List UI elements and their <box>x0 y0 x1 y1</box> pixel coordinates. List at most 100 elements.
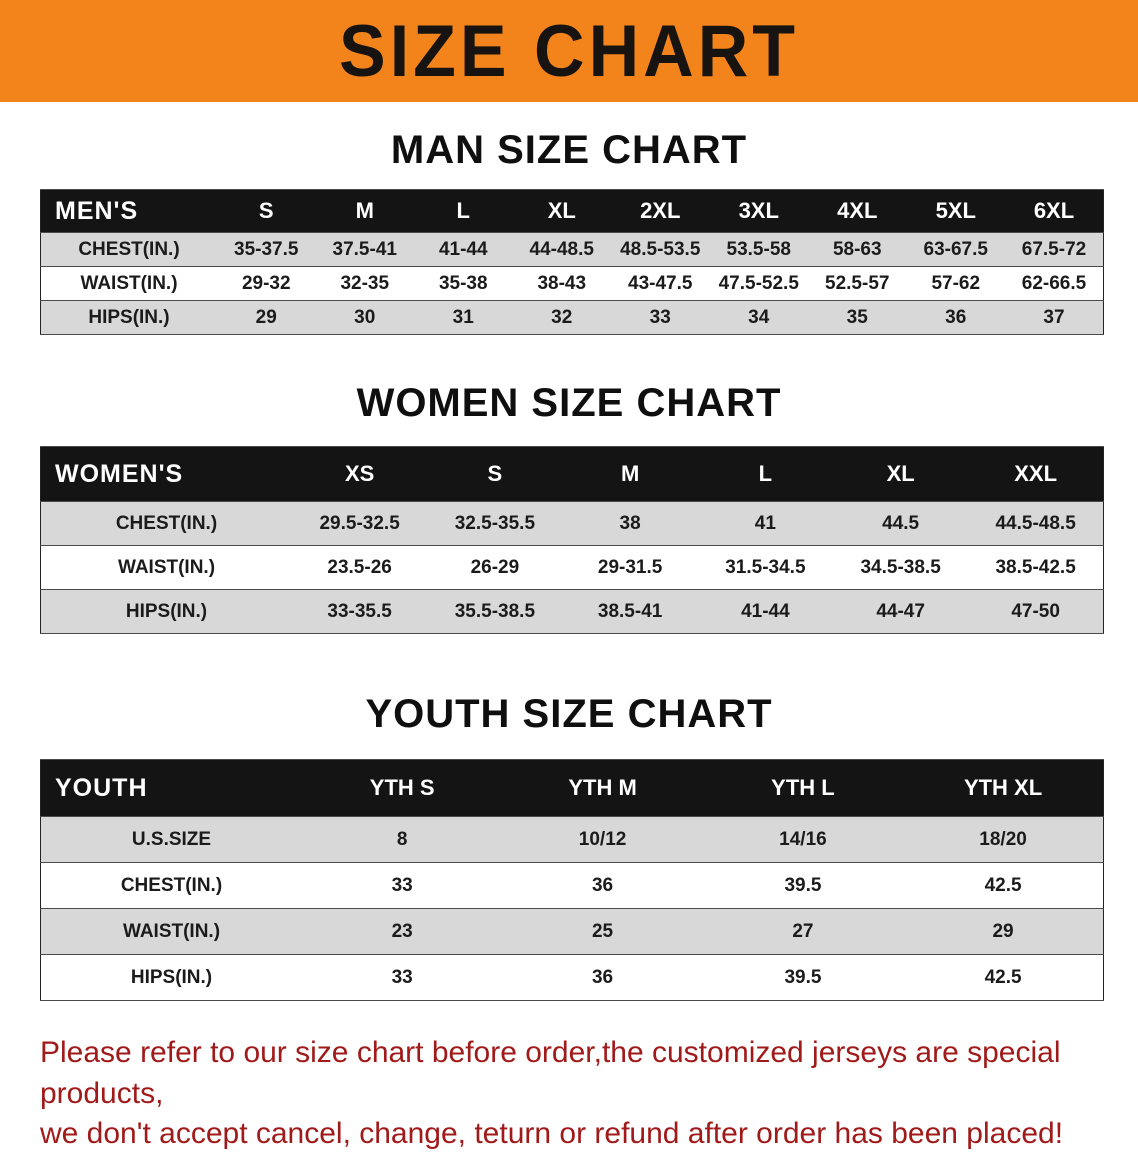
size-cell: 57-62 <box>906 266 1005 301</box>
size-cell: 10/12 <box>502 816 703 863</box>
size-cell: 44.5 <box>833 501 969 546</box>
size-cell: 35-37.5 <box>217 232 316 267</box>
men-size-table: MEN'S S M L XL 2XL 3XL 4XL 5XL 6XL CHEST(IN.) 35-37… <box>40 189 1104 335</box>
men-size-table-container: MEN'S S M L XL 2XL 3XL 4XL 5XL 6XL CHEST(IN.) 35-37… <box>40 189 1104 335</box>
header-row: YOUTH YTH S YTH M YTH L YTH XL <box>40 759 1104 817</box>
table-row: HIPS(IN.) 33 36 39.5 42.5 <box>40 954 1104 1001</box>
row-label: WAIST(IN.) <box>40 545 292 590</box>
row-label: WAIST(IN.) <box>40 908 302 955</box>
women-header-label: WOMEN'S <box>40 446 292 502</box>
banner: SIZE CHART <box>0 0 1138 102</box>
size-cell: 34 <box>709 300 808 335</box>
size-cell: 53.5-58 <box>709 232 808 267</box>
size-cell: 44-48.5 <box>512 232 611 267</box>
size-column-header: M <box>315 189 414 233</box>
women-size-table-container: WOMEN'S XS S M L XL XXL CHEST(IN.) 29.5-32.5 32.5… <box>40 446 1104 634</box>
row-label: HIPS(IN.) <box>40 300 217 335</box>
row-label: CHEST(IN.) <box>40 501 292 546</box>
size-cell: 38 <box>562 501 698 546</box>
size-column-header: 3XL <box>709 189 808 233</box>
row-label: HIPS(IN.) <box>40 954 302 1001</box>
size-column-header: S <box>427 446 563 502</box>
women-size-table: WOMEN'S XS S M L XL XXL CHEST(IN.) 29.5-32.5 32.5… <box>40 446 1104 634</box>
header-row: MEN'S S M L XL 2XL 3XL 4XL 5XL 6XL <box>40 189 1104 233</box>
size-cell: 31 <box>414 300 513 335</box>
size-cell: 32.5-35.5 <box>427 501 563 546</box>
size-cell: 58-63 <box>808 232 907 267</box>
size-cell: 42.5 <box>903 862 1104 909</box>
size-cell: 30 <box>315 300 414 335</box>
size-cell: 43-47.5 <box>611 266 710 301</box>
header-row: WOMEN'S XS S M L XL XXL <box>40 446 1104 502</box>
size-column-header: L <box>414 189 513 233</box>
table-row: HIPS(IN.) 33-35.5 35.5-38.5 38.5-41 41-44 44-… <box>40 589 1104 634</box>
size-cell: 63-67.5 <box>906 232 1005 267</box>
table-row: WAIST(IN.) 23.5-26 26-29 29-31.5 31.5-34.5 34… <box>40 545 1104 590</box>
size-cell: 26-29 <box>427 545 563 590</box>
page-title: SIZE CHART <box>339 10 799 92</box>
man-size-chart-heading: MAN SIZE CHART <box>390 128 748 172</box>
size-column-header: 5XL <box>906 189 1005 233</box>
size-cell: 8 <box>302 816 503 863</box>
size-cell: 44.5-48.5 <box>968 501 1104 546</box>
size-column-header: 2XL <box>611 189 710 233</box>
youth-size-table-container: YOUTH YTH S YTH M YTH L YTH XL U.S.SIZE 8 10/12… <box>40 759 1104 1001</box>
size-cell: 33-35.5 <box>292 589 428 634</box>
size-cell: 36 <box>906 300 1005 335</box>
table-row: HIPS(IN.) 29 30 31 32 33 34 35 36 37 <box>40 300 1104 335</box>
size-cell: 39.5 <box>702 862 904 909</box>
size-cell: 41-44 <box>697 589 833 634</box>
size-cell: 14/16 <box>702 816 904 863</box>
size-column-header: S <box>217 189 316 233</box>
size-cell: 48.5-53.5 <box>611 232 710 267</box>
table-row: WAIST(IN.) 29-32 32-35 35-38 38-43 43-47.5 47.… <box>40 266 1104 301</box>
row-label: CHEST(IN.) <box>40 862 302 909</box>
size-cell: 32 <box>512 300 611 335</box>
row-label: U.S.SIZE <box>40 816 302 863</box>
size-column-header: YTH XL <box>903 759 1104 817</box>
table-row: CHEST(IN.) 35-37.5 37.5-41 41-44 44-48.5 48.5… <box>40 232 1104 267</box>
size-cell: 39.5 <box>702 954 904 1001</box>
size-column-header: XXL <box>968 446 1104 502</box>
size-cell: 37.5-41 <box>315 232 414 267</box>
size-column-header: XS <box>292 446 428 502</box>
size-cell: 29 <box>217 300 316 335</box>
table-row: CHEST(IN.) 33 36 39.5 42.5 <box>40 862 1104 909</box>
size-column-header: L <box>697 446 833 502</box>
size-cell: 32-35 <box>315 266 414 301</box>
women-size-chart-heading: WOMEN SIZE CHART <box>356 381 782 425</box>
size-column-header: YTH M <box>502 759 703 817</box>
size-cell: 33 <box>302 954 503 1001</box>
size-column-header: M <box>562 446 698 502</box>
size-column-header: YTH S <box>302 759 503 817</box>
youth-size-table: YOUTH YTH S YTH M YTH L YTH XL U.S.SIZE 8 10/12… <box>40 759 1104 1001</box>
size-cell: 31.5-34.5 <box>697 545 833 590</box>
size-column-header: YTH L <box>702 759 904 817</box>
size-cell: 41-44 <box>414 232 513 267</box>
size-cell: 29-31.5 <box>562 545 698 590</box>
size-cell: 62-66.5 <box>1005 266 1104 301</box>
size-cell: 34.5-38.5 <box>833 545 969 590</box>
size-column-header: XL <box>512 189 611 233</box>
footer-notice: Please refer to our size chart before or… <box>40 1033 1102 1155</box>
footer-notice-line1: Please refer to our size chart before or… <box>40 1036 1061 1110</box>
size-column-header: XL <box>833 446 969 502</box>
size-cell: 44-47 <box>833 589 969 634</box>
row-label: CHEST(IN.) <box>40 232 217 267</box>
size-cell: 27 <box>702 908 904 955</box>
size-cell: 25 <box>502 908 703 955</box>
row-label: HIPS(IN.) <box>40 589 292 634</box>
size-cell: 47.5-52.5 <box>709 266 808 301</box>
size-cell: 38.5-41 <box>562 589 698 634</box>
youth-size-chart-heading: YOUTH SIZE CHART <box>365 692 773 736</box>
table-row: CHEST(IN.) 29.5-32.5 32.5-35.5 38 41 44.5 44.5… <box>40 501 1104 546</box>
size-cell: 29 <box>903 908 1104 955</box>
size-column-header: 6XL <box>1005 189 1104 233</box>
size-cell: 29.5-32.5 <box>292 501 428 546</box>
size-cell: 18/20 <box>903 816 1104 863</box>
size-cell: 36 <box>502 862 703 909</box>
men-header-label: MEN'S <box>40 189 217 233</box>
size-cell: 33 <box>302 862 503 909</box>
table-row: U.S.SIZE 8 10/12 14/16 18/20 <box>40 816 1104 863</box>
size-cell: 42.5 <box>903 954 1104 1001</box>
